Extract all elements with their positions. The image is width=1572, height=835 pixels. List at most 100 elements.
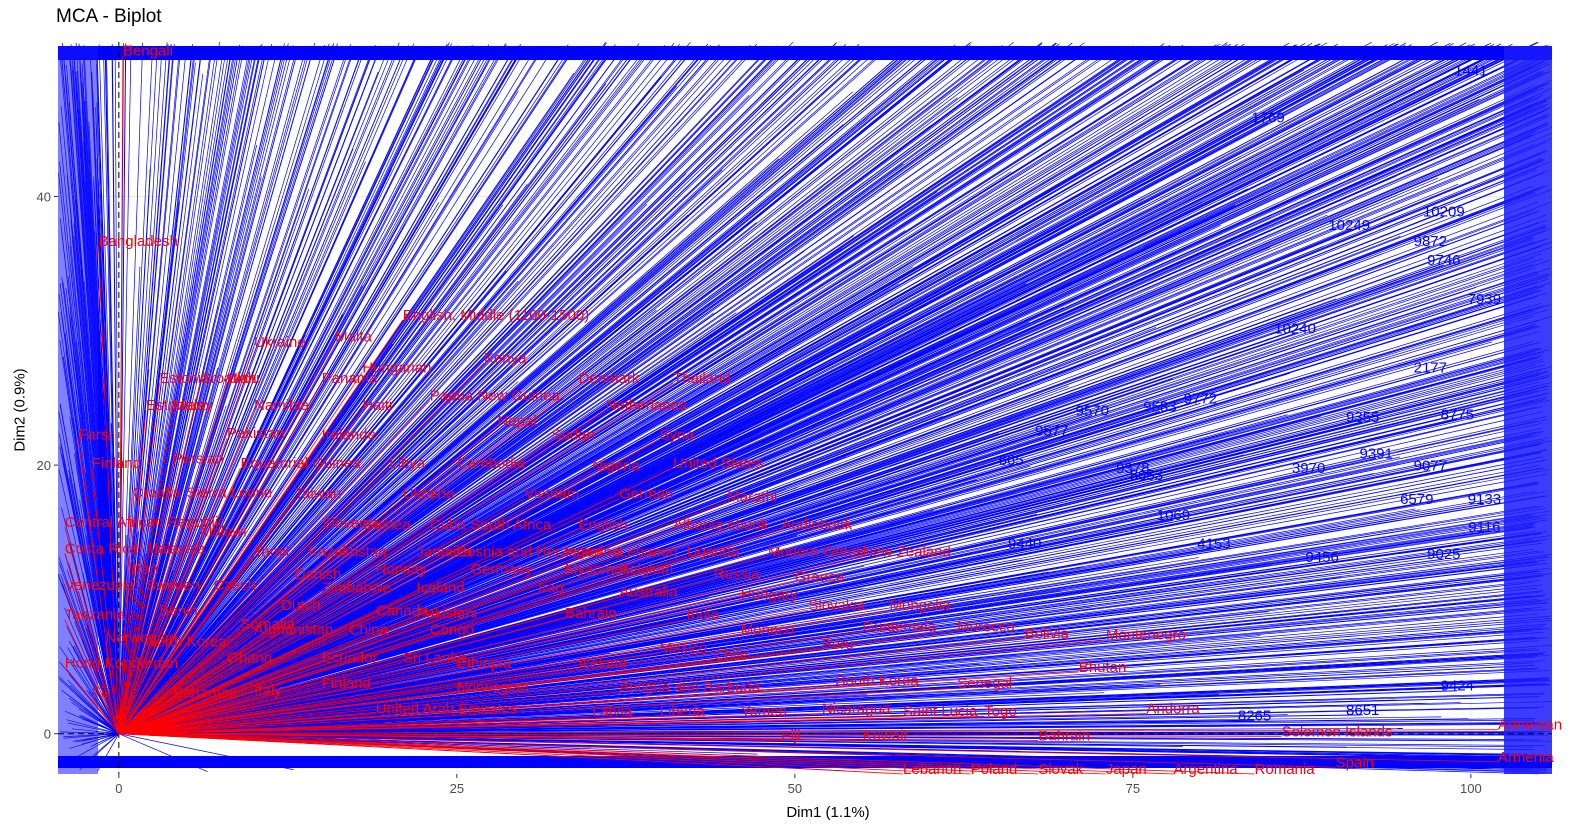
individual-arrow — [118, 609, 1547, 735]
individual-arrow — [118, 48, 1000, 734]
individual-arrow — [118, 54, 346, 734]
variable-arrow — [118, 536, 201, 734]
variable-label: Ukraine — [254, 334, 306, 351]
individual-arrow — [118, 55, 1348, 735]
variable-label: Croatia — [132, 484, 181, 501]
variable-arrow — [118, 556, 458, 735]
variable-label: Pakistani — [416, 605, 477, 622]
variable-arrow — [118, 467, 241, 734]
variable-label: ebook — [727, 517, 768, 534]
individual-label: 9772 — [1184, 390, 1217, 407]
variable-arrow — [118, 470, 593, 735]
individual-arrow — [118, 332, 1296, 735]
individual-arrow — [118, 223, 406, 734]
individual-label: 9872 — [1414, 233, 1447, 250]
individual-arrow — [118, 47, 1490, 735]
individual-arrow — [118, 98, 1480, 735]
variable-arrow — [118, 573, 566, 735]
individual-arrow — [118, 49, 1012, 734]
individual-arrow — [118, 42, 1407, 735]
variable-label: Thailand — [673, 370, 731, 387]
individual-arrow — [118, 696, 1540, 735]
individual-arrow — [118, 49, 831, 734]
chart-title: MCA - Biplot — [56, 6, 162, 27]
individual-arrow — [118, 43, 1060, 734]
individual-label: 6579 — [1400, 491, 1433, 508]
variable-label: Czech — [213, 577, 256, 594]
variable-arrow — [118, 382, 674, 735]
x-tick-label: 100 — [1460, 781, 1482, 796]
variable-label: Modern Greek — [768, 543, 864, 560]
individual-arrow — [118, 114, 1550, 735]
individual-arrow — [118, 517, 1548, 735]
variable-arrow — [118, 667, 457, 735]
individual-label: 8653 — [1130, 467, 1163, 484]
variable-label: Chile — [714, 647, 748, 664]
variable-arrow — [118, 372, 363, 734]
individual-arrow — [118, 348, 1542, 735]
individual-arrow — [118, 430, 1541, 735]
individual-arrow — [118, 631, 1544, 735]
individual-arrow — [118, 47, 1047, 734]
variable-label: China — [349, 621, 389, 638]
individual-arrow — [95, 107, 120, 734]
individual-arrow — [118, 52, 818, 734]
variable-label: Dutch — [281, 597, 320, 614]
individual-arrow — [118, 315, 1534, 735]
individual-arrow — [118, 43, 330, 734]
variable-label: Fiji — [92, 684, 111, 701]
individual-arrow — [118, 43, 1513, 735]
variable-arrow — [64, 589, 120, 734]
variable-label: Syria — [660, 427, 695, 444]
variable-arrow — [118, 733, 1336, 768]
individual-label: 1769 — [1251, 110, 1284, 127]
individual-arrow — [118, 43, 1338, 735]
variable-arrow — [118, 467, 458, 735]
variable-label: Netherlands — [606, 397, 687, 414]
variable-arrow — [118, 573, 376, 735]
individual-label: 7939 — [1468, 291, 1501, 308]
variable-label: German — [619, 486, 673, 503]
variable-arrow — [118, 662, 322, 735]
variable-arrow — [64, 667, 120, 734]
individual-arrow — [118, 48, 187, 734]
individual-arrow — [118, 617, 1551, 735]
individual-arrow — [118, 229, 1350, 735]
individual-arrow — [118, 43, 709, 734]
variable-label: Fiji — [781, 727, 800, 744]
individual-label: 10240 — [1274, 320, 1316, 337]
individual-arrow — [118, 48, 1256, 735]
individual-arrow — [118, 280, 519, 734]
individual-label: 4153 — [1197, 535, 1230, 552]
variable-arrow — [118, 498, 295, 734]
individual-arrow — [118, 43, 680, 734]
variable-arrow — [118, 589, 214, 734]
variable-label: Kuwait — [862, 727, 908, 744]
variable-label: Hungarian — [362, 359, 431, 376]
variable-arrow — [118, 556, 863, 735]
individual-arrow — [118, 49, 1364, 735]
individual-arrow — [118, 47, 203, 734]
individual-arrow — [118, 248, 843, 734]
variable-label: Mongolia — [890, 597, 952, 614]
variable-arrow — [118, 556, 309, 734]
individual-arrow — [118, 48, 267, 734]
variable-label: Armenian — [1498, 717, 1562, 734]
individual-label: 9355 — [1346, 409, 1379, 426]
individual-arrow — [106, 56, 120, 734]
variable-label: Andorra — [1146, 701, 1200, 718]
variable-arrows — [64, 55, 1498, 775]
individual-arrow — [118, 54, 1000, 734]
variable-label: Bhutan — [1079, 659, 1127, 676]
variable-label: Nicaragua — [822, 701, 891, 718]
individual-arrow — [118, 57, 1101, 734]
individual-arrow — [118, 55, 1167, 735]
variable-label: Central African Republic — [65, 514, 226, 531]
variable-arrow — [118, 615, 160, 734]
variable-label: Cambodia — [457, 455, 526, 472]
variable-arrow — [118, 599, 741, 735]
variable-label: Sierra Leone — [186, 484, 272, 501]
variable-label: Costa Rica — [65, 541, 139, 558]
individual-arrow — [118, 53, 603, 734]
variable-arrow — [118, 733, 1282, 737]
